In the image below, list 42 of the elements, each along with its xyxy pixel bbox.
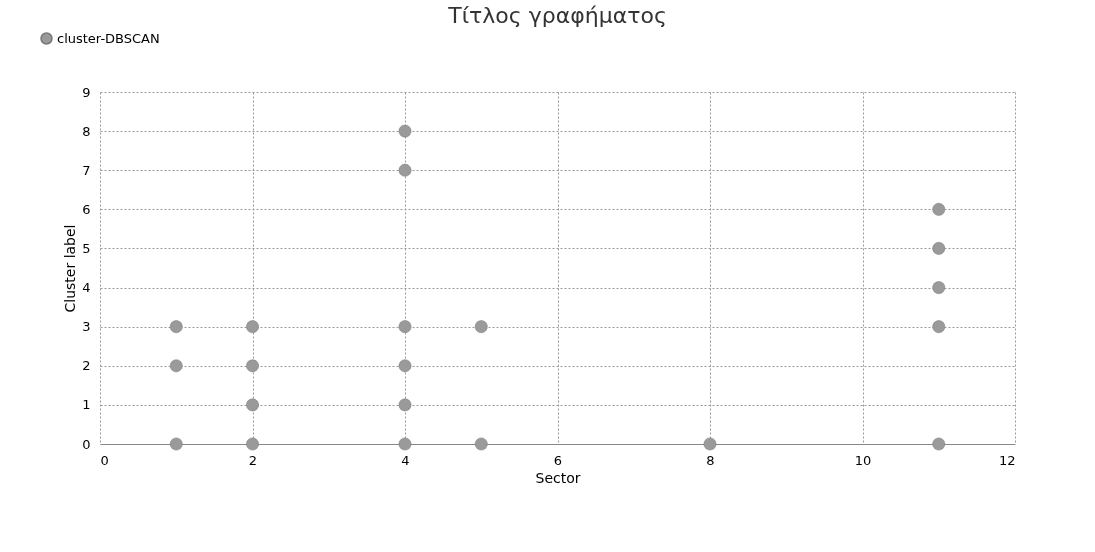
x-axis-title: Sector	[535, 469, 581, 486]
x-tick-label: 4	[401, 452, 410, 468]
x-tick-label: 2	[248, 452, 258, 468]
point	[932, 437, 946, 451]
point	[398, 437, 412, 451]
y-tick-label: 1	[82, 397, 91, 413]
point	[932, 281, 946, 294]
point	[169, 359, 183, 373]
point	[398, 398, 412, 412]
point	[474, 320, 488, 334]
x-tick-label: 0	[100, 452, 109, 468]
point	[474, 437, 488, 451]
y-tick-label: 3	[82, 319, 91, 335]
legend-label: cluster-DBSCAN	[57, 30, 160, 46]
point	[169, 437, 183, 451]
x-tick-label: 6	[553, 452, 563, 468]
y-tick-label: 9	[82, 84, 91, 100]
point	[246, 359, 259, 373]
point	[703, 437, 717, 451]
x-tick-label: 10	[854, 452, 872, 468]
x-tick-label: 12	[998, 452, 1016, 468]
y-tick-label: 7	[82, 162, 91, 178]
y-tick-label: 4	[82, 280, 91, 296]
y-tick-label: 0	[82, 436, 91, 452]
y-tick-label: 6	[82, 201, 91, 217]
x-tick-label: 8	[706, 452, 715, 468]
point	[398, 124, 412, 138]
point	[398, 359, 412, 373]
y-tick-label: 8	[82, 123, 91, 139]
point	[169, 320, 183, 334]
point	[398, 320, 412, 334]
point	[932, 202, 946, 216]
point	[398, 163, 412, 177]
chart-title: Τίτλος γραφήματος	[447, 3, 667, 28]
y-axis-title: Cluster label	[62, 224, 79, 313]
point	[932, 242, 946, 255]
y-tick-label: 5	[82, 240, 91, 256]
y-tick-label: 2	[82, 358, 91, 374]
point	[246, 437, 259, 451]
point	[246, 320, 259, 334]
point	[932, 320, 946, 334]
point	[246, 398, 259, 412]
